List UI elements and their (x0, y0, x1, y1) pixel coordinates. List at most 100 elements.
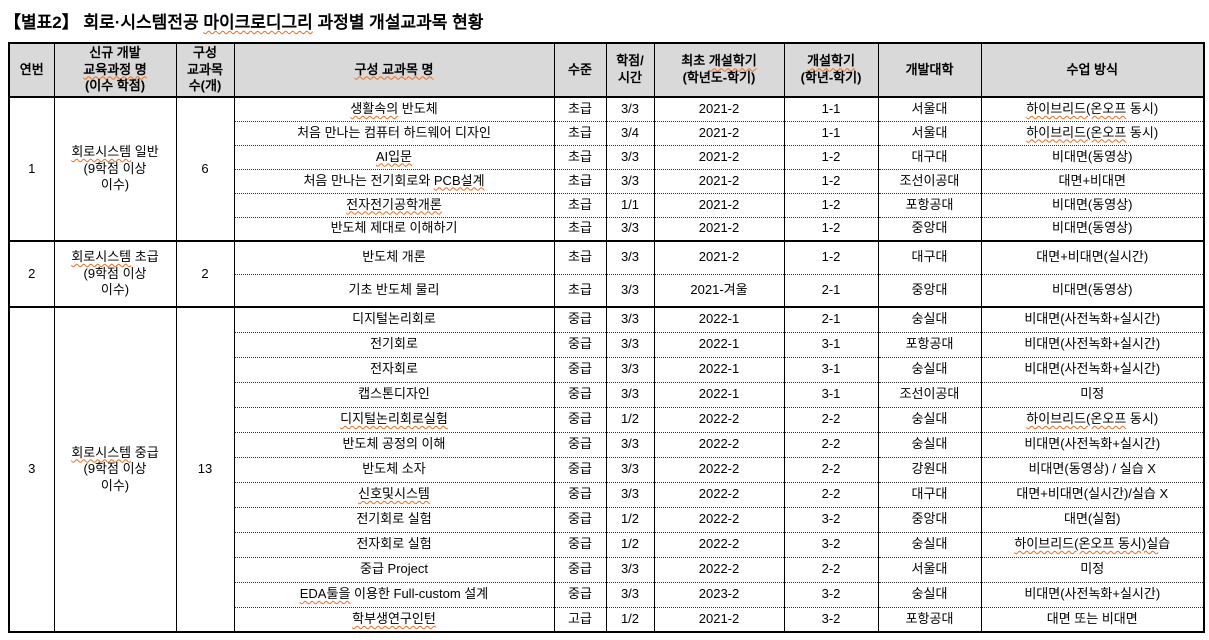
course-row: 1 회로시스템 일반 (9학점 이상 이수) 6 생활속의 반도체 초급 3/3 2021-2 1… (8, 96, 1205, 241)
cell-term: 1-2 (783, 144, 879, 169)
course-row: 전자회로 실험 중급 1/2 2022-2 3-2 숭실대 하이브리드(온오프 동시)실습 (9, 531, 1205, 557)
course-row: 디지털논리회로실험 중급 1/2 2022-2 2-2 숭실대 하이브리드(온오프 동시) (9, 406, 1205, 432)
group-program-name: 회로시스템 일반 (9학점 이상 이수) (53, 96, 177, 241)
cell-term: 2-1 (783, 273, 879, 307)
cell-credit-hours: 3/3 (605, 96, 655, 121)
cell-course-name: 전자회로 실험 (233, 531, 555, 557)
cell-term: 2-2 (783, 431, 879, 457)
col-header-no: 연번 (8, 43, 55, 98)
cell-term: 1-2 (783, 168, 879, 193)
cell-method: 하이브리드(온오프 동시)실습 (980, 531, 1205, 557)
cell-first-term: 2022-1 (653, 381, 785, 407)
cell-first-term: 2021-2 (653, 96, 785, 121)
cell-university: 숭실대 (877, 306, 982, 332)
cell-course-name: 전자회로 (233, 356, 555, 382)
cell-credit-hours: 3/3 (605, 381, 655, 407)
group-course-count: 13 (175, 306, 235, 632)
cell-course-name: 전기회로 실험 (233, 506, 555, 532)
cell-first-term: 2021-2 (653, 606, 785, 632)
cell-credit-hours: 3/3 (605, 216, 655, 241)
cell-level: 중급 (553, 531, 607, 557)
course-row: 3 회로시스템 중급 (9학점 이상 이수) 13 디지털논리회로 중급 3/3 2022-1 2… (8, 306, 1205, 632)
cell-term: 1-1 (783, 96, 879, 121)
group-program-name: 회로시스템 초급 (9학점 이상 이수) (53, 240, 177, 307)
cell-first-term: 2021-2 (653, 240, 785, 274)
cell-credit-hours: 3/3 (605, 581, 655, 607)
cell-credit-hours: 3/3 (605, 273, 655, 307)
cell-university: 강원대 (877, 456, 982, 482)
cell-method: 미정 (980, 381, 1205, 407)
course-row: 반도체 소자 중급 3/3 2022-2 2-2 강원대 비대면(동영상) / 실습 X (9, 456, 1205, 482)
cell-term: 3-1 (783, 356, 879, 382)
col-header-univ: 개발대학 (877, 43, 982, 98)
course-row: EDA툴을 이용한 Full-custom 설계 중급 3/3 2023-2 3-2 숭실… (9, 581, 1205, 607)
cell-first-term: 2021-2 (653, 120, 785, 145)
cell-university: 대구대 (877, 481, 982, 507)
course-row: 전자전기공학개론 초급 1/1 2021-2 1-2 포항공대 비대면(동영상) (9, 192, 1205, 217)
cell-first-term: 2021-겨울 (653, 273, 785, 307)
course-row: 중급 Project 중급 3/3 2022-2 2-2 서울대 미정 (9, 556, 1205, 582)
cell-credit-hours: 3/3 (605, 356, 655, 382)
group-number: 3 (8, 306, 55, 632)
cell-method: 비대면(사전녹화+실시간) (980, 306, 1205, 332)
header-row: 연번 신규 개발 교육과정 명 (이수 학점) 구성 교과목 수(개) 구성 교과목 명 수준 학… (8, 43, 1205, 98)
course-row: 기초 반도체 물리 초급 3/3 2021-겨울 2-1 중앙대 비대면(동영상) (9, 273, 1205, 307)
cell-method: 하이브리드(온오프 동시) (980, 120, 1205, 145)
course-row: 2 회로시스템 초급 (9학점 이상 이수) 2 반도체 개론 초급 3/3 2021-2 1-2… (8, 240, 1205, 307)
cell-level: 초급 (553, 144, 607, 169)
cell-method: 비대면(사전녹화+실시간) (980, 331, 1205, 357)
table-header: 연번 신규 개발 교육과정 명 (이수 학점) 구성 교과목 수(개) 구성 교과목 명 수준 학… (8, 43, 1205, 98)
cell-first-term: 2022-1 (653, 331, 785, 357)
cell-term: 2-2 (783, 406, 879, 432)
cell-course-name: 전자전기공학개론 (233, 192, 555, 217)
cell-method: 대면(실험) (980, 506, 1205, 532)
cell-method: 비대면(동영상) / 실습 X (980, 456, 1205, 482)
cell-credit-hours: 3/3 (605, 168, 655, 193)
cell-level: 중급 (553, 481, 607, 507)
cell-level: 중급 (553, 431, 607, 457)
cell-course-name: 반도체 소자 (233, 456, 555, 482)
page-title: 【별표2】 회로·시스템전공 마이크로디그리 과정별 개설교과목 현황 (4, 8, 1209, 33)
cell-credit-hours: 3/3 (605, 144, 655, 169)
cell-credit-hours: 1/2 (605, 506, 655, 532)
cell-term: 2-2 (783, 456, 879, 482)
cell-first-term: 2022-2 (653, 556, 785, 582)
cell-method: 비대면(동영상) (980, 216, 1205, 241)
cell-course-name: 캡스톤디자인 (233, 381, 555, 407)
course-row: 캡스톤디자인 중급 3/3 2022-1 3-1 조선이공대 미정 (9, 381, 1205, 407)
cell-term: 3-1 (783, 331, 879, 357)
col-header-level: 수준 (553, 43, 607, 98)
cell-university: 대구대 (877, 144, 982, 169)
cell-method: 하이브리드(온오프 동시) (980, 406, 1205, 432)
cell-credit-hours: 1/2 (605, 531, 655, 557)
cell-course-name: 반도체 개론 (233, 240, 555, 274)
cell-level: 고급 (553, 606, 607, 632)
cell-method: 비대면(사전녹화+실시간) (980, 581, 1205, 607)
cell-university: 포항공대 (877, 192, 982, 217)
cell-term: 1-2 (783, 192, 879, 217)
cell-university: 중앙대 (877, 506, 982, 532)
cell-level: 초급 (553, 96, 607, 121)
cell-first-term: 2022-1 (653, 356, 785, 382)
cell-method: 미정 (980, 556, 1205, 582)
cell-first-term: 2022-2 (653, 456, 785, 482)
cell-level: 초급 (553, 216, 607, 241)
group-number: 1 (8, 96, 55, 241)
cell-university: 조선이공대 (877, 168, 982, 193)
col-header-credit: 학점/시간 (605, 43, 655, 98)
col-header-method: 수업 방식 (980, 43, 1205, 98)
cell-method: 대면 또는 비대면 (980, 606, 1205, 632)
cell-credit-hours: 3/3 (605, 306, 655, 332)
cell-term: 1-1 (783, 120, 879, 145)
cell-first-term: 2021-2 (653, 216, 785, 241)
cell-method: 대면+비대면(실시간) (980, 240, 1205, 274)
cell-level: 중급 (553, 406, 607, 432)
cell-first-term: 2022-1 (653, 306, 785, 332)
cell-first-term: 2021-2 (653, 144, 785, 169)
cell-credit-hours: 3/3 (605, 556, 655, 582)
cell-method: 비대면(사전녹화+실시간) (980, 431, 1205, 457)
group-program-name: 회로시스템 중급 (9학점 이상 이수) (53, 306, 177, 632)
cell-university: 포항공대 (877, 331, 982, 357)
cell-university: 숭실대 (877, 356, 982, 382)
